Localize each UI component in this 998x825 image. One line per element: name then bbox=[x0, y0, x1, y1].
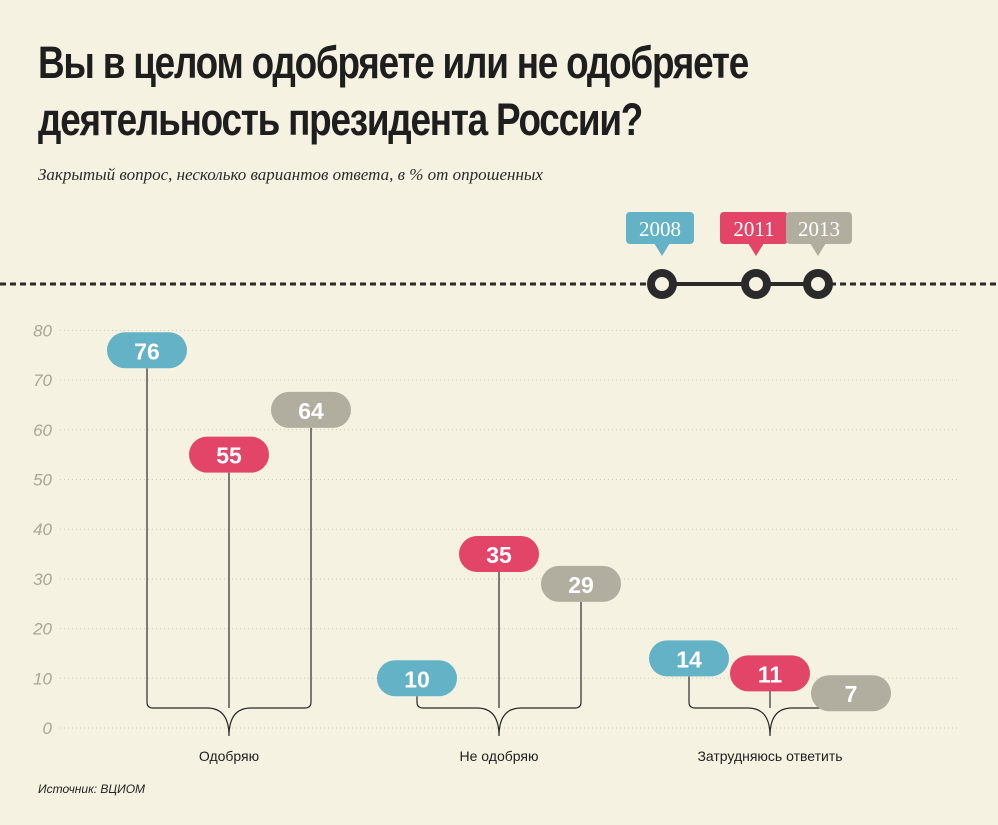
y-tick-label: 20 bbox=[32, 620, 52, 639]
x-tick-label: Одобряю bbox=[199, 748, 259, 764]
category-brace bbox=[416, 701, 582, 737]
bar-2011 bbox=[189, 436, 269, 473]
legend-flag-pointer bbox=[748, 243, 764, 256]
legend-label: 2011 bbox=[733, 217, 774, 241]
category-group: 14 11 7 Затрудняюсь ответить bbox=[649, 640, 891, 764]
data-label: 11 bbox=[758, 661, 783, 687]
legend-flag-pointer bbox=[654, 243, 670, 256]
bar-2013 bbox=[811, 675, 891, 712]
legend-item-2011: 2011 bbox=[720, 212, 788, 299]
y-tick-label: 0 bbox=[43, 719, 53, 738]
data-label: 55 bbox=[216, 443, 242, 469]
bar-2013 bbox=[541, 565, 621, 602]
category-brace bbox=[146, 701, 312, 737]
legend-flag bbox=[626, 212, 694, 244]
data-label: 35 bbox=[486, 542, 512, 568]
legend-label: 2013 bbox=[798, 217, 840, 241]
bar-2011 bbox=[730, 655, 810, 692]
legend-flag-pointer bbox=[810, 243, 826, 256]
data-label: 14 bbox=[676, 646, 702, 672]
y-tick-label: 80 bbox=[33, 321, 52, 340]
x-tick-label: Затрудняюсь ответить bbox=[697, 748, 842, 764]
legend-dot-hole bbox=[655, 277, 669, 291]
data-label: 29 bbox=[568, 572, 594, 598]
chart-title: Вы в целом одобряете или не одобряете де… bbox=[38, 37, 749, 145]
legend-item-2013: 2013 bbox=[786, 212, 852, 299]
category-group: 76 55 64 Одобряю bbox=[107, 332, 351, 764]
category-group: 10 35 29 Не одобряю bbox=[377, 536, 621, 764]
y-tick-label: 70 bbox=[33, 371, 52, 390]
x-tick-label: Не одобряю bbox=[460, 748, 539, 764]
bar-2008 bbox=[649, 640, 729, 677]
legend-dot-hole bbox=[749, 277, 763, 291]
data-label: 7 bbox=[845, 681, 858, 707]
y-tick-label: 50 bbox=[33, 471, 52, 490]
y-tick-label: 10 bbox=[33, 669, 52, 688]
bar-2011 bbox=[459, 536, 539, 573]
legend-dot-hole bbox=[811, 277, 825, 291]
legend-label: 2008 bbox=[639, 217, 681, 241]
chart-subtitle: Закрытый вопрос, несколько вариантов отв… bbox=[38, 165, 543, 184]
y-tick-label: 30 bbox=[33, 570, 52, 589]
legend-flag bbox=[720, 212, 788, 244]
source-note: Источник: ВЦИОМ bbox=[38, 782, 146, 796]
bar-2013 bbox=[271, 391, 351, 428]
data-label: 64 bbox=[298, 398, 324, 424]
data-label: 76 bbox=[134, 338, 160, 364]
y-tick-label: 60 bbox=[33, 421, 52, 440]
data-label: 10 bbox=[404, 666, 430, 692]
legend-item-2008: 2008 bbox=[626, 212, 694, 299]
bar-2008 bbox=[107, 332, 187, 369]
legend-flag bbox=[786, 212, 852, 244]
bar-2008 bbox=[377, 660, 457, 697]
y-tick-label: 40 bbox=[33, 520, 52, 539]
